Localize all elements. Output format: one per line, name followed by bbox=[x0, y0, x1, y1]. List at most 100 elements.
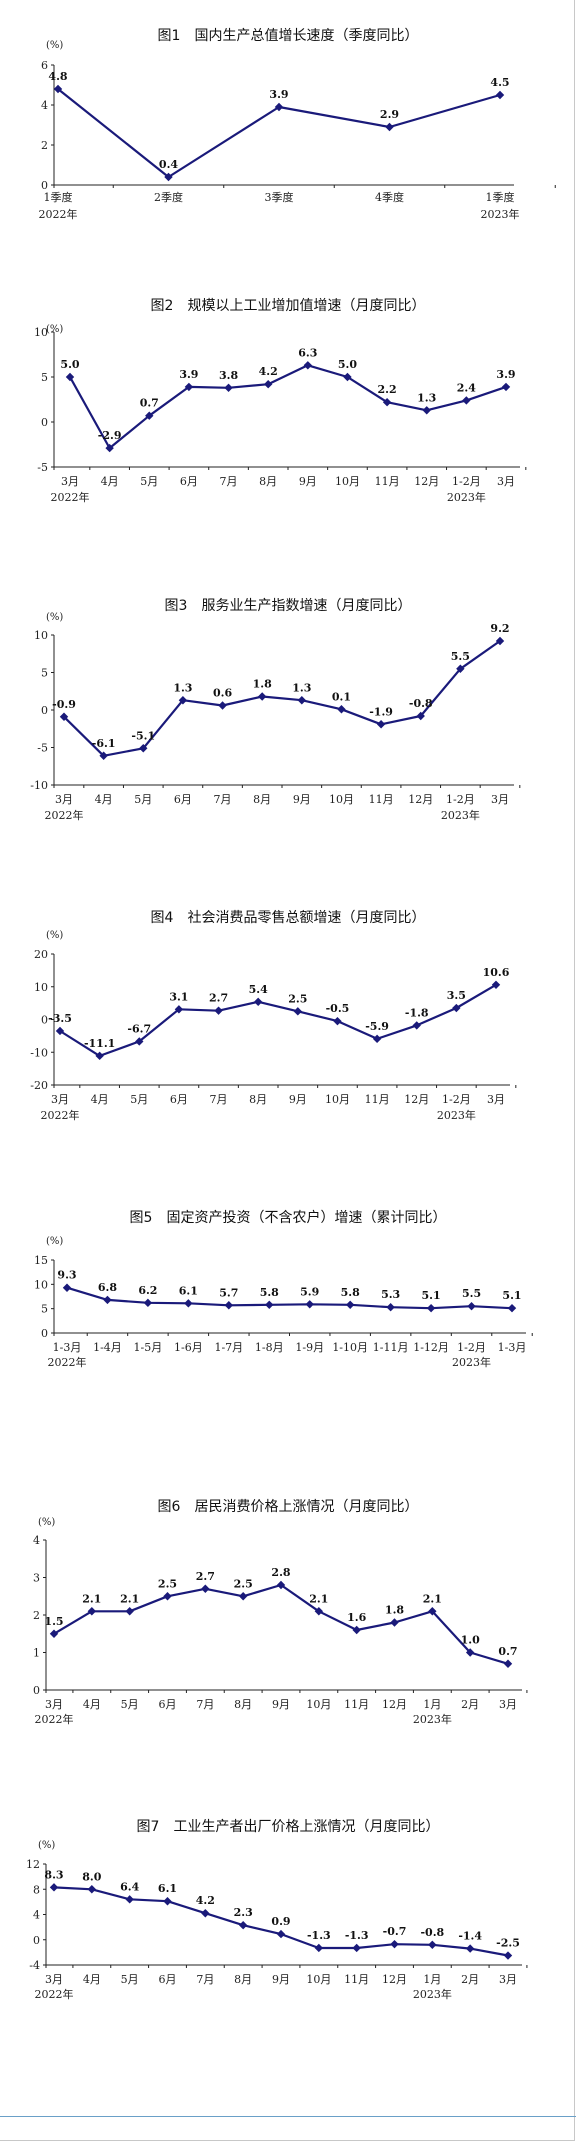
data-point bbox=[201, 1584, 210, 1593]
data-label: 5.0 bbox=[338, 358, 357, 371]
x-tick-label: 4月 bbox=[91, 1093, 109, 1106]
chart-services-index: 图3 服务业生产指数增速（月度同比） (%) -10 -5 0 5 10 3月 4月 5月 6月 7月… bbox=[30, 598, 521, 822]
data-label: 1.5 bbox=[44, 1615, 63, 1628]
x-tick-label: 10月 bbox=[306, 1973, 331, 1986]
data-label: 8.0 bbox=[82, 1870, 101, 1883]
x-tick-label: 1-2月 bbox=[442, 1093, 471, 1106]
x-tick-label: 10月 bbox=[329, 793, 354, 806]
x-tick-label: 11月 bbox=[365, 1093, 390, 1106]
data-label: 2.4 bbox=[457, 381, 476, 394]
x-tick-label: 1-10月 bbox=[332, 1341, 368, 1354]
data-label: 5.1 bbox=[422, 1289, 441, 1302]
y-tick-label: 10 bbox=[34, 326, 48, 339]
data-label: 2.5 bbox=[158, 1577, 177, 1590]
data-label: -5.1 bbox=[131, 729, 155, 742]
y-tick-label: 0 bbox=[41, 179, 48, 192]
x-tick-label: 3月 bbox=[55, 793, 73, 806]
chart-title: 图4 社会消费品零售总额增速（月度同比） bbox=[151, 910, 426, 926]
data-point bbox=[49, 1629, 59, 1638]
x-tick-label: 5月 bbox=[121, 1698, 139, 1711]
x-tick-label: 5月 bbox=[130, 1093, 148, 1106]
x-tick-label: 4月 bbox=[95, 793, 113, 806]
data-point bbox=[314, 1607, 324, 1616]
series-line bbox=[63, 640, 501, 757]
data-point bbox=[422, 406, 431, 415]
data-point bbox=[495, 90, 505, 100]
data-point bbox=[503, 1951, 513, 1960]
data-point bbox=[507, 1303, 517, 1313]
data-point bbox=[345, 1300, 355, 1309]
x-tick-label: 1-2月 bbox=[452, 475, 481, 488]
x-tick-label: 12月 bbox=[408, 793, 433, 806]
data-point bbox=[495, 636, 505, 646]
data-point bbox=[99, 751, 108, 760]
data-label: -1.4 bbox=[458, 1930, 482, 1943]
data-point bbox=[238, 1921, 248, 1930]
data-label: 2.5 bbox=[234, 1577, 253, 1590]
data-point bbox=[352, 1625, 361, 1635]
x-tick-label: 6月 bbox=[159, 1698, 177, 1711]
data-point bbox=[87, 1607, 97, 1616]
data-point bbox=[257, 692, 267, 701]
year-label: 2022年 bbox=[39, 207, 78, 221]
data-point bbox=[135, 1037, 144, 1046]
data-point bbox=[314, 1943, 324, 1953]
data-point bbox=[343, 372, 352, 382]
chart-cpi: 图6 居民消费价格上涨情况（月度同比） (%) 0 1 2 3 4 3月 4月 5月 6月 7月 8月 9… bbox=[33, 1499, 528, 1726]
data-label: 3.9 bbox=[269, 88, 288, 101]
y-tick-label: 0 bbox=[41, 1014, 48, 1027]
y-tick-label: 0 bbox=[41, 416, 48, 429]
x-tick-label: 7月 bbox=[210, 1093, 228, 1106]
x-tick-label: 4季度 bbox=[375, 190, 404, 204]
x-tick-label: 6月 bbox=[170, 1093, 188, 1106]
x-tick-label: 12月 bbox=[382, 1698, 407, 1711]
data-point bbox=[238, 1592, 248, 1601]
y-tick-label: 10 bbox=[34, 981, 48, 994]
y-tick-label: -10 bbox=[30, 779, 48, 792]
y-tick-label: 0 bbox=[41, 704, 48, 717]
data-label: 2.1 bbox=[309, 1592, 328, 1605]
data-point bbox=[184, 1299, 193, 1308]
data-point bbox=[53, 84, 63, 94]
data-point bbox=[385, 122, 394, 132]
data-label: 4.5 bbox=[490, 76, 509, 89]
y-tick-label: 0 bbox=[33, 1934, 40, 1947]
x-tick-label: 9月 bbox=[272, 1698, 290, 1711]
x-tick-label: 3月 bbox=[45, 1973, 63, 1986]
data-point bbox=[201, 1909, 210, 1918]
year-label: 2022年 bbox=[35, 1987, 74, 2001]
x-tick-label: 3月 bbox=[499, 1698, 517, 1711]
data-label: -1.3 bbox=[345, 1929, 369, 1942]
year-label: 2023年 bbox=[413, 1987, 452, 2001]
data-point bbox=[274, 102, 284, 112]
data-label: -0.8 bbox=[420, 1926, 444, 1939]
data-label: 6.8 bbox=[98, 1281, 117, 1294]
y-tick-label: -4 bbox=[29, 1959, 40, 1972]
bottom-rule bbox=[0, 2116, 576, 2117]
data-label: 0.9 bbox=[271, 1915, 290, 1928]
y-unit-label: (%) bbox=[46, 324, 63, 335]
x-tick-label: 6月 bbox=[159, 1973, 177, 1986]
data-label: 1.8 bbox=[253, 678, 272, 691]
x-tick-label: 11月 bbox=[344, 1698, 369, 1711]
data-point bbox=[214, 1006, 223, 1015]
x-tick-label: 1季度 bbox=[486, 190, 515, 204]
y-tick-label: 2 bbox=[41, 139, 48, 152]
x-tick-label: 5月 bbox=[140, 475, 158, 488]
y-unit-label: (%) bbox=[46, 930, 63, 941]
x-tick-label: 1-5月 bbox=[134, 1341, 163, 1354]
data-label: -0.9 bbox=[52, 698, 76, 711]
x-tick-label: 7月 bbox=[214, 793, 232, 806]
data-label: 6.4 bbox=[120, 1880, 139, 1893]
x-tick-label: 8月 bbox=[249, 1093, 267, 1106]
x-tick-label: 7月 bbox=[196, 1973, 214, 1986]
data-point bbox=[390, 1939, 399, 1949]
year-label: 2022年 bbox=[45, 808, 84, 822]
data-label: -6.7 bbox=[127, 1022, 151, 1035]
data-label: 2.2 bbox=[378, 383, 397, 396]
data-label: 0.7 bbox=[140, 397, 159, 410]
series-line bbox=[66, 1286, 513, 1310]
y-tick-label: 4 bbox=[41, 99, 48, 112]
data-label: 2.9 bbox=[380, 108, 399, 121]
x-tick-label: 8月 bbox=[253, 793, 271, 806]
